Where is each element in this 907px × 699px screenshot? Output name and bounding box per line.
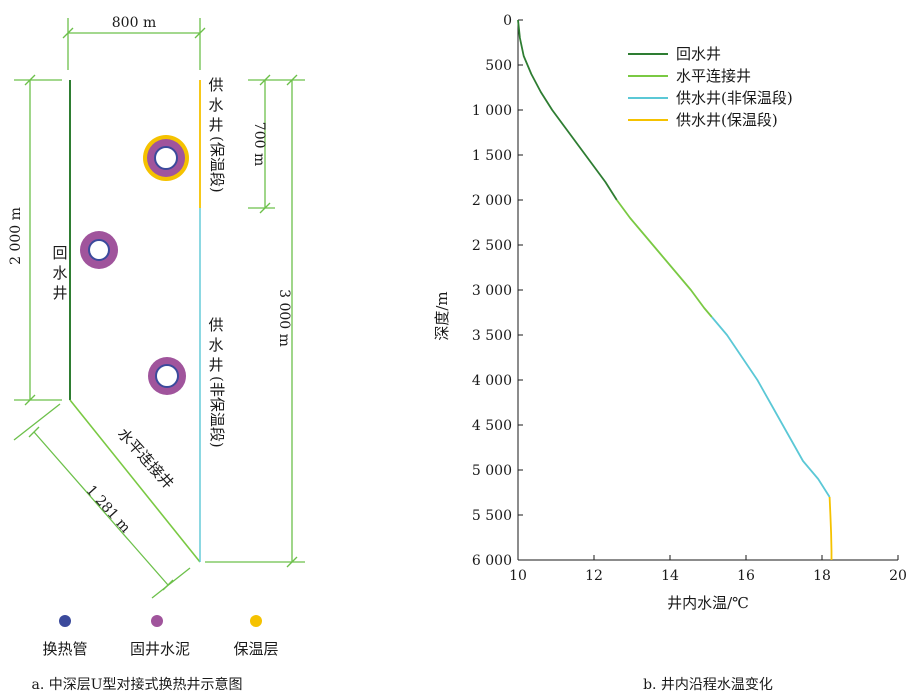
y-tick-label: 3 500 bbox=[472, 328, 512, 344]
supply-uninsulated-label: 供 水 井 (非保温段) bbox=[208, 316, 226, 448]
well-diagram: 800 m 2 000 m 700 m 3 000 m bbox=[8, 15, 305, 693]
horizontal-well-label: 水平连接井 bbox=[114, 425, 178, 493]
y-tick-label: 1 000 bbox=[472, 103, 512, 119]
y-tick-label: 2 000 bbox=[472, 193, 512, 209]
svg-text:井: 井 bbox=[208, 116, 223, 134]
return-pipe-section bbox=[80, 231, 118, 269]
series-line-3 bbox=[711, 316, 831, 498]
legend-label-2: 水平连接井 bbox=[676, 67, 751, 85]
blue-dot-icon bbox=[59, 615, 71, 627]
supply-insulated-label: 供 水 井 (保温段) bbox=[208, 76, 226, 193]
dim-left-2000 bbox=[14, 74, 62, 406]
legend-label-3: 供水井(非保温段) bbox=[676, 89, 793, 107]
uninsulated-pipe-section bbox=[148, 357, 186, 395]
svg-text:水: 水 bbox=[208, 96, 223, 114]
purple-dot-icon bbox=[151, 615, 163, 627]
svg-text:水: 水 bbox=[52, 264, 67, 282]
y-tick-label: 3 000 bbox=[472, 283, 512, 299]
dim-right-large-label: 3 000 m bbox=[276, 289, 292, 347]
dim-diag-label: 1 281 m bbox=[83, 482, 134, 536]
svg-text:供: 供 bbox=[208, 76, 223, 94]
dim-left-label: 2 000 m bbox=[8, 207, 24, 265]
y-tick-label: 500 bbox=[485, 58, 512, 74]
series-line-2 bbox=[616, 199, 713, 318]
y-tick-label: 1 500 bbox=[472, 148, 512, 164]
x-tick-label: 14 bbox=[661, 568, 679, 584]
y-tick-label: 6 000 bbox=[472, 553, 512, 569]
legend-label-1: 回水井 bbox=[676, 45, 721, 63]
y-tick-label: 4 000 bbox=[472, 373, 512, 389]
svg-text:井: 井 bbox=[52, 284, 67, 302]
x-tick-label: 20 bbox=[889, 568, 907, 584]
y-axis-label: 深度/m bbox=[433, 291, 451, 340]
svg-text:(保温段): (保温段) bbox=[208, 136, 226, 193]
legend-label-pipe: 换热管 bbox=[42, 640, 87, 658]
legend-label-insulation: 保温层 bbox=[233, 640, 278, 658]
svg-text:水: 水 bbox=[208, 336, 223, 354]
x-ticks: 10 12 14 16 18 20 bbox=[509, 555, 907, 584]
diagram-legend: 换热管 固井水泥 保温层 bbox=[42, 615, 279, 658]
dim-diag-1281 bbox=[13, 403, 191, 599]
temperature-chart: 10 12 14 16 18 20 0 500 1 000 1 500 2 000 2 500 3 0… bbox=[433, 13, 907, 693]
insulated-pipe-section bbox=[143, 135, 189, 181]
dim-right-700 bbox=[248, 74, 305, 214]
x-tick-label: 18 bbox=[813, 568, 831, 584]
x-tick-label: 10 bbox=[509, 568, 527, 584]
series-line-4 bbox=[828, 496, 833, 560]
dim-right-3000 bbox=[205, 74, 305, 568]
y-tick-label: 4 500 bbox=[472, 418, 512, 434]
legend-label-cement: 固井水泥 bbox=[130, 640, 190, 658]
dim-top-800 bbox=[62, 18, 206, 70]
y-tick-label: 5 000 bbox=[472, 463, 512, 479]
yellow-dot-icon bbox=[250, 615, 262, 627]
svg-text:供: 供 bbox=[208, 316, 223, 334]
y-tick-label: 0 bbox=[503, 13, 512, 29]
y-tick-label: 2 500 bbox=[472, 238, 512, 254]
y-tick-label: 5 500 bbox=[472, 508, 512, 524]
caption-b: b. 井内沿程水温变化 bbox=[643, 677, 773, 693]
dim-right-small-label: 700 m bbox=[251, 122, 267, 166]
svg-text:回: 回 bbox=[52, 244, 67, 262]
series-lines bbox=[517, 19, 833, 560]
x-tick-label: 16 bbox=[737, 568, 755, 584]
series-line-1 bbox=[517, 19, 618, 201]
y-ticks: 0 500 1 000 1 500 2 000 2 500 3 000 3 500 4 000 4… bbox=[472, 13, 523, 569]
svg-text:(非保温段): (非保温段) bbox=[208, 376, 226, 448]
dim-top-label: 800 m bbox=[112, 15, 156, 31]
legend-label-4: 供水井(保温段) bbox=[676, 111, 778, 129]
svg-text:井: 井 bbox=[208, 356, 223, 374]
x-axis-label: 井内水温/℃ bbox=[667, 594, 749, 612]
x-tick-label: 12 bbox=[585, 568, 603, 584]
caption-a: a. 中深层U型对接式换热井示意图 bbox=[31, 676, 242, 693]
return-well-label: 回 水 井 bbox=[52, 244, 67, 302]
horizontal-well-line bbox=[69, 399, 201, 563]
